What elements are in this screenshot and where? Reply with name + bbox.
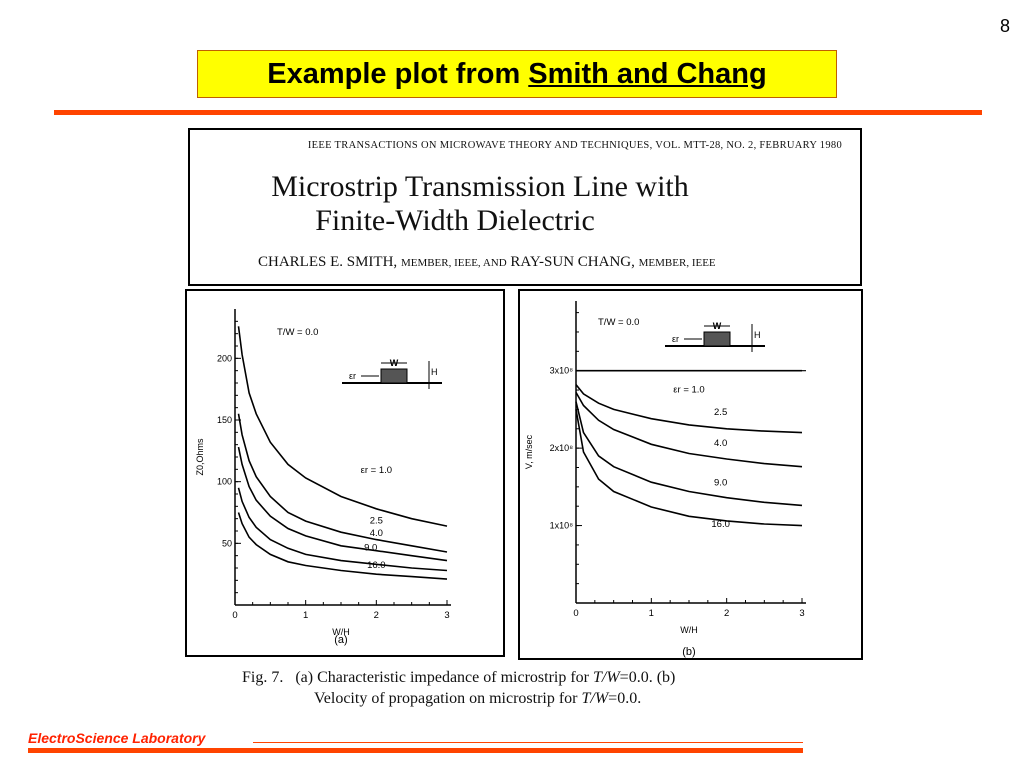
chart-a-x-axis-label: W/H [332, 627, 350, 637]
chart-b-annotation: T/W = 0.0 [598, 317, 639, 328]
author-1-role: MEMBER, IEEE, AND [400, 257, 507, 269]
slide-title-text: Example plot from [267, 57, 521, 90]
journal-citation: IEEE TRANSACTIONS ON MICROWAVE THEORY AN… [307, 140, 842, 151]
paper-title-line2: Finite-Width Dielectric [315, 204, 595, 237]
chart-b-inset-dielectric [703, 331, 731, 347]
paper-header-clip: IEEE TRANSACTIONS ON MICROWAVE THEORY AN… [188, 128, 862, 286]
velocity-chart: 0 1 2 3 1x10⁸ 2x10⁸ 3x10⁸ εr = 1.0 2.5 4.0 9.0 16.0… [524, 301, 806, 658]
chart-b-x-axis-label: W/H [680, 625, 698, 635]
chart-a-x-tick-label: 0 [232, 610, 237, 621]
footer-thin-rule [253, 742, 803, 743]
chart-a-y-tick-label: 50 [222, 538, 232, 548]
chart-a-series-line [237, 487, 448, 572]
chart-b-panel-label: (b) [682, 646, 695, 658]
chart-b-series-label: εr = 1.0 [673, 384, 704, 395]
chart-b-series-line [575, 409, 803, 527]
caption-text-2: Velocity of propagation on microstrip fo… [314, 690, 578, 707]
chart-a-series-label: εr = 1.0 [361, 465, 392, 476]
caption-eq-2: T/W [581, 690, 609, 707]
chart-a-annotation: T/W = 0.0 [277, 327, 318, 338]
chart-b-y-tick-label: 3x10⁸ [550, 366, 574, 376]
chart-b-inset-w-label: W [713, 321, 722, 331]
chart-b-series-label: 9.0 [714, 477, 727, 488]
chart-a-series-label: 2.5 [370, 516, 383, 527]
chart-a-panel-label: (a) [334, 634, 347, 646]
chart-b-y-tick-label: 1x10⁸ [550, 521, 574, 531]
chart-b-inset-eps-label: εr [672, 334, 679, 344]
footer-lab-name: ElectroScience Laboratory [28, 730, 206, 746]
chart-b-y-axis-label: V, m/sec [524, 434, 534, 469]
author-2: RAY-SUN CHANG, [510, 254, 635, 270]
caption-eq-1: T/W [593, 669, 620, 686]
chart-a-inset-h-label: H [431, 367, 438, 377]
impedance-chart: 0 1 2 3 50 100 150 200 εr = 1.0 2.54.0 9.0 16.0 W/H Z… [195, 309, 451, 646]
chart-b-x-tick-label: 2 [724, 608, 729, 619]
chart-b-x-tick-label: 3 [799, 608, 804, 619]
caption-line1: Fig. 7. (a) Characteristic impedance of … [242, 667, 675, 688]
author-2-role: MEMBER, IEEE [638, 257, 716, 269]
chart-b-series-label: 2.5 [714, 407, 727, 418]
chart-a-series-line [237, 326, 448, 527]
chart-b-x-tick-label: 1 [649, 608, 654, 619]
chart-a-x-tick-label: 3 [444, 610, 449, 621]
figure-caption: Fig. 7. (a) Characteristic impedance of … [242, 667, 675, 709]
chart-a-x-tick-label: 1 [303, 610, 308, 621]
caption-fig-label: Fig. 7. [242, 669, 284, 686]
slide-title: Example plot from Smith and Chang [197, 50, 837, 98]
chart-a-series-line [237, 413, 448, 553]
caption-text-2b: =0.0. [608, 690, 642, 707]
chart-a-inset-w-label: W [390, 358, 399, 368]
paper-authors: CHARLES E. SMITH, MEMBER, IEEE, AND RAY-… [258, 254, 716, 271]
slide-number: 8 [999, 16, 1010, 36]
caption-text-1b: =0.0. (b) [619, 669, 676, 686]
footer-divider [28, 748, 803, 753]
chart-a-inset-eps-label: εr [349, 371, 356, 381]
author-1: CHARLES E. SMITH, [258, 254, 398, 270]
caption-text-1: (a) Characteristic impedance of microstr… [295, 669, 589, 686]
chart-b-inset-h-label: H [754, 330, 761, 340]
top-divider [54, 110, 982, 115]
paper-title: Microstrip Transmission Line with Finite… [190, 170, 860, 238]
slide-title-citation[interactable]: Smith and Chang [528, 57, 767, 90]
chart-a-y-tick-label: 150 [217, 415, 232, 425]
chart-a-x-tick-label: 2 [374, 610, 379, 621]
chart-a-series-line [237, 446, 448, 562]
chart-a-series-line [237, 512, 448, 580]
chart-a-y-axis-label: Z0,Ohms [195, 438, 205, 476]
chart-a-y-tick-label: 100 [217, 477, 232, 487]
chart-b-series-line [575, 384, 803, 434]
chart-b-series-line [575, 401, 803, 507]
chart-a-series-label: 16.0 [367, 560, 386, 571]
plot-a-frame: 0 1 2 3 50 100 150 200 εr = 1.0 2.5 4.0 9.0 16.0 W/H Z… [185, 289, 505, 657]
chart-b-x-tick-label: 0 [573, 608, 578, 619]
paper-title-line1: Microstrip Transmission Line with [271, 170, 689, 203]
caption-line2: Velocity of propagation on microstrip fo… [242, 688, 675, 709]
chart-a-series-label: 4.0 [370, 528, 383, 539]
chart-a-series-label: 9.0 [364, 543, 377, 554]
chart-b-series-label: 4.0 [714, 438, 727, 449]
chart-a-y-tick-label: 200 [217, 353, 232, 363]
plot-b-frame: 0 1 2 3 1x10⁸ 2x10⁸ 3x10⁸ εr = 1.0 2.5 4.0 9.0 16.0… [518, 289, 863, 660]
chart-a-inset-dielectric [380, 368, 408, 384]
chart-b-y-tick-label: 2x10⁸ [550, 443, 574, 453]
chart-b-series-label: 16.0 [711, 519, 730, 530]
chart-b-series-line [575, 392, 803, 468]
